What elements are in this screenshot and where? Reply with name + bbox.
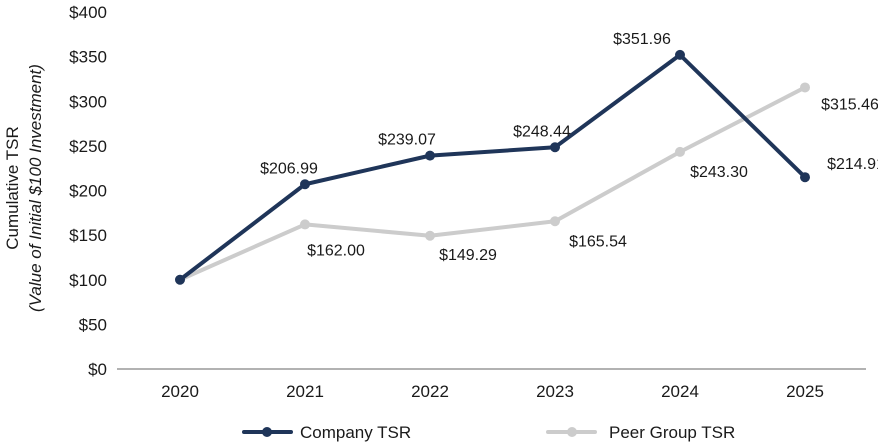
peer-group-tsr-data-label: $315.46 <box>821 96 878 113</box>
x-tick-label: 2025 <box>786 382 824 401</box>
peer-group-tsr-point <box>550 216 560 227</box>
y-tick-label: $0 <box>88 360 107 379</box>
x-tick-labels: 2020 2021 2022 2023 2024 2025 <box>161 382 824 401</box>
y-tick-label: $150 <box>69 226 107 245</box>
company-tsr-data-label: $351.96 <box>613 31 671 48</box>
company-tsr-data-label: $206.99 <box>260 160 318 177</box>
y-tick-label: $50 <box>79 315 107 334</box>
x-tick-label: 2022 <box>411 382 449 401</box>
peer-group-tsr-data-label: $149.29 <box>439 247 497 264</box>
peer-group-tsr-point <box>800 82 810 93</box>
legend-marker-swatch <box>567 427 577 437</box>
x-tick-label: 2020 <box>161 382 199 401</box>
company-tsr-point <box>175 274 185 285</box>
y-tick-label: $100 <box>69 271 107 290</box>
peer-group-tsr-line <box>178 85 807 282</box>
y-axis-label: Cumulative TSR <box>3 126 22 249</box>
legend-label: Company TSR <box>300 423 411 442</box>
y-tick-label: $250 <box>69 137 107 156</box>
legend-marker-swatch <box>262 427 272 437</box>
x-tick-label: 2023 <box>536 382 574 401</box>
y-tick-labels: $0 $50 $100 $150 $200 $250 $300 $350 $400 <box>69 3 107 379</box>
company-tsr-point <box>425 150 435 161</box>
company-tsr-point <box>550 142 560 153</box>
peer-group-tsr-point <box>300 219 310 230</box>
company-tsr-data-label: $214.91 <box>827 156 878 173</box>
data-labels: $206.99 $239.07 $248.44 $351.96 $214.91 $162.… <box>260 31 878 264</box>
y-tick-label: $200 <box>69 182 107 201</box>
company-tsr-line <box>178 52 807 282</box>
company-tsr-point <box>675 49 685 60</box>
x-tick-label: 2021 <box>286 382 324 401</box>
company-tsr-point <box>800 172 810 183</box>
peer-group-tsr-data-label: $162.00 <box>307 242 365 259</box>
legend-item-peer-group-tsr: Peer Group TSR <box>546 423 735 442</box>
peer-group-tsr-data-label: $243.30 <box>690 164 748 181</box>
company-tsr-data-label: $239.07 <box>378 132 436 149</box>
legend: Company TSR Peer Group TSR <box>242 423 735 442</box>
legend-item-company-tsr: Company TSR <box>242 423 411 442</box>
y-tick-label: $400 <box>69 3 107 22</box>
y-axis-sublabel: (Value of Initial $100 Investment) <box>26 64 45 312</box>
peer-group-tsr-point <box>425 230 435 241</box>
y-axis-title: Cumulative TSR (Value of Initial $100 In… <box>3 64 45 312</box>
peer-group-tsr-data-label: $165.54 <box>569 233 627 250</box>
y-tick-label: $300 <box>69 92 107 111</box>
company-tsr-point <box>300 179 310 190</box>
legend-label: Peer Group TSR <box>609 423 735 442</box>
series-layer <box>175 49 810 285</box>
peer-group-tsr-point <box>675 146 685 157</box>
x-tick-label: 2024 <box>661 382 699 401</box>
y-tick-label: $350 <box>69 48 107 67</box>
company-tsr-data-label: $248.44 <box>513 123 571 140</box>
